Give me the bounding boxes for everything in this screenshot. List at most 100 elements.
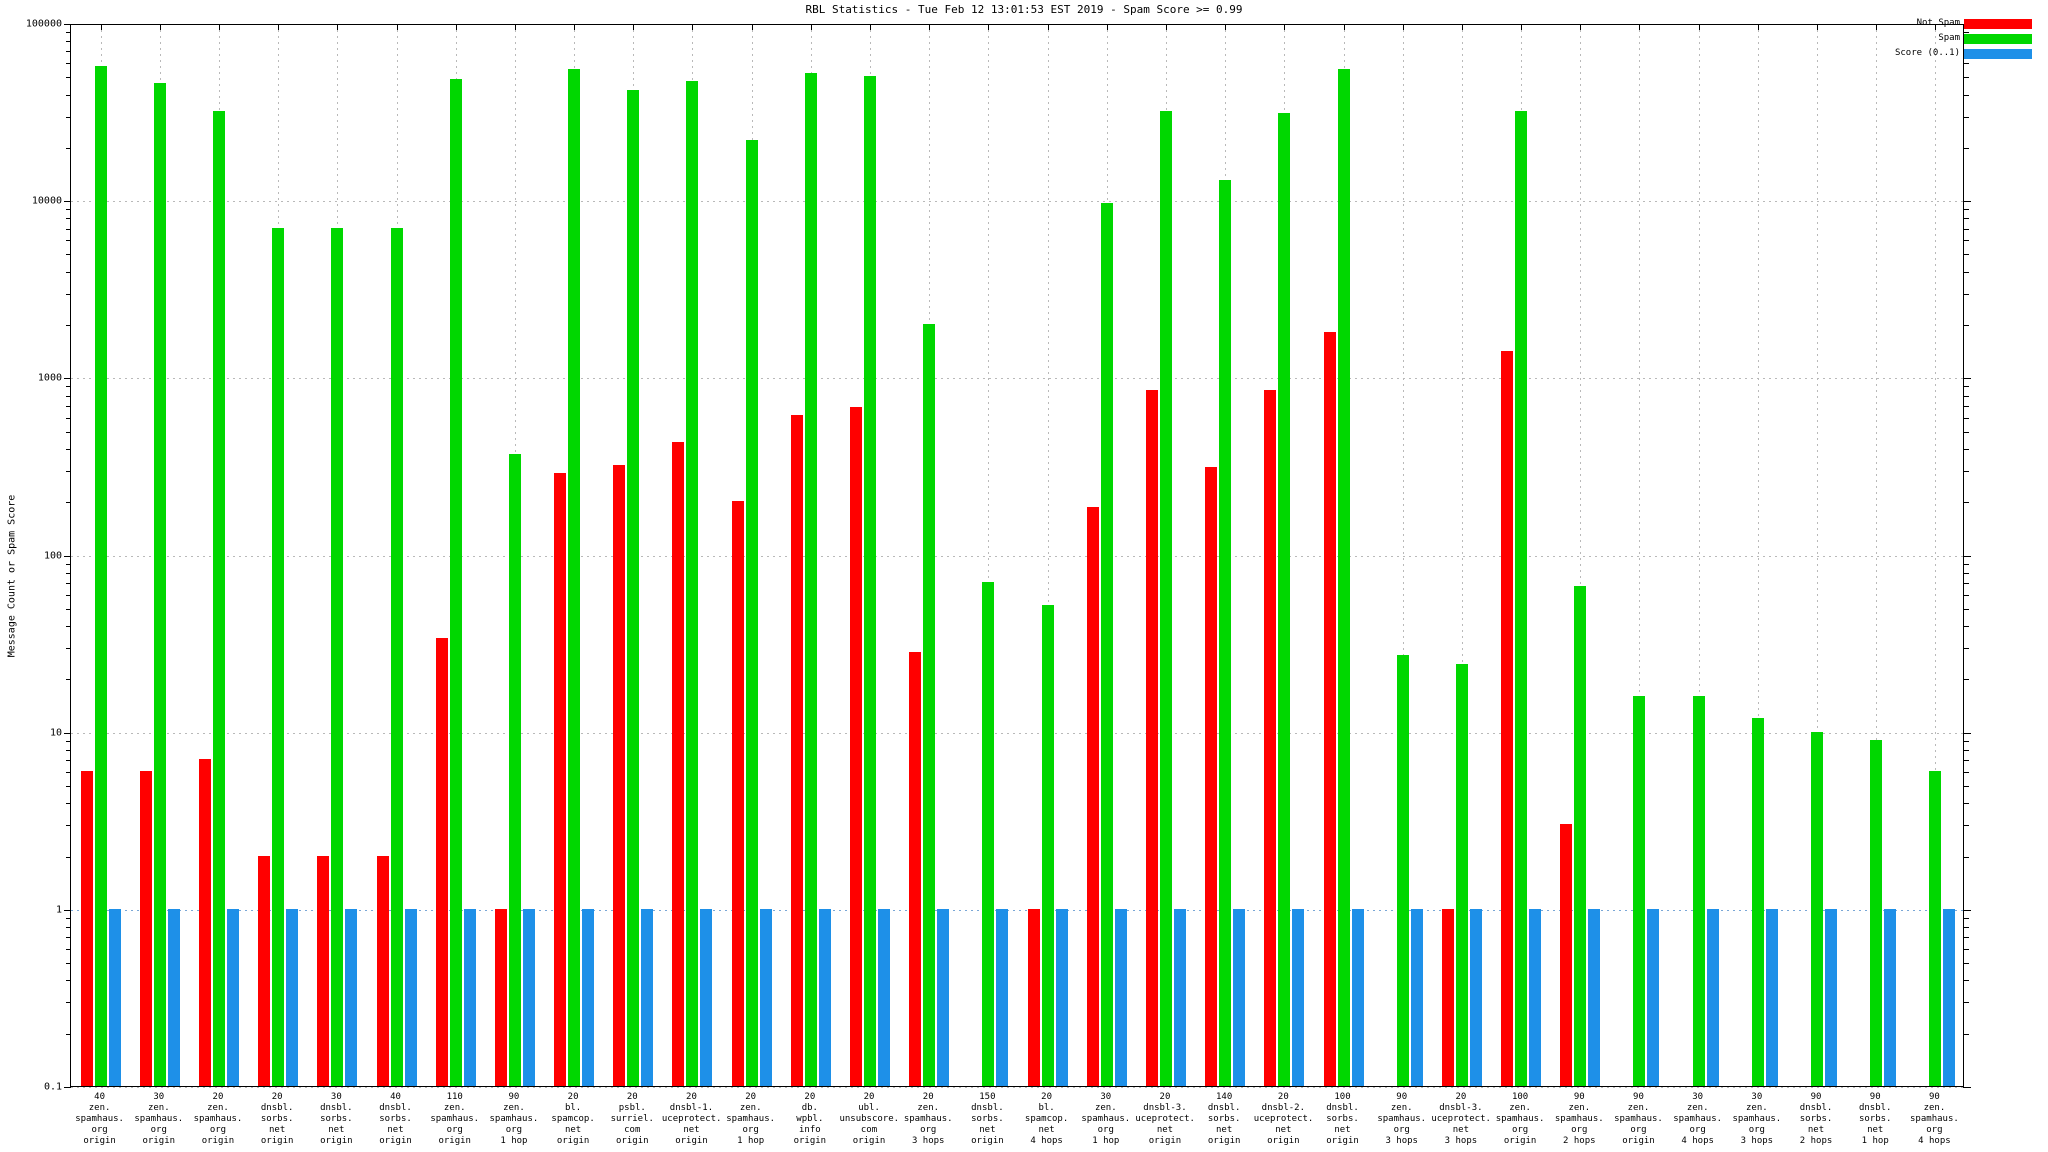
y-axis-tick	[64, 555, 71, 557]
bar-not-spam	[1501, 351, 1514, 1086]
y-axis-minor-tick	[1964, 470, 1969, 472]
y-axis-minor-tick	[1964, 293, 1969, 295]
plot-right-border	[1963, 24, 1964, 1088]
x-axis-tick	[633, 24, 635, 30]
gridline-vertical	[1698, 24, 1700, 1086]
y-axis-minor-tick	[66, 785, 71, 787]
y-axis-minor-tick	[66, 32, 71, 34]
y-axis-minor-tick	[1964, 448, 1969, 450]
x-axis-group-label: 110 zen. spamhaus. org origin	[430, 1092, 480, 1146]
y-axis-minor-tick	[66, 209, 71, 211]
y-axis-tick	[64, 732, 71, 734]
bar-not-spam	[909, 652, 922, 1086]
gridline-vertical	[1757, 24, 1759, 1086]
x-axis-group-label: 20 zen. spamhaus. org 3 hops	[903, 1092, 953, 1146]
y-axis-tick-label: 10000	[31, 195, 62, 207]
bar-spam	[1396, 655, 1409, 1086]
bar-spam	[331, 227, 344, 1086]
bar-score	[1825, 908, 1838, 1086]
bar-spam	[804, 73, 817, 1086]
bar-spam	[1811, 731, 1824, 1086]
y-axis-minor-tick	[1964, 648, 1969, 650]
x-axis-group-label: 40 zen. spamhaus. org origin	[75, 1092, 124, 1146]
y-axis-minor-tick	[66, 803, 71, 805]
bar-not-spam	[1560, 824, 1573, 1086]
x-axis-group-label: 90 zen. spamhaus. org 2 hops	[1554, 1092, 1604, 1146]
gridline	[71, 909, 1964, 911]
bar-not-spam	[376, 855, 389, 1086]
bar-not-spam	[80, 770, 93, 1086]
y-axis-minor-tick	[66, 1033, 71, 1035]
x-axis-tick	[1047, 24, 1049, 30]
y-axis-minor-tick	[1964, 594, 1969, 596]
y-axis-minor-tick	[66, 271, 71, 273]
y-axis-minor-tick	[66, 927, 71, 928]
bar-not-spam	[850, 407, 863, 1086]
bar-score	[522, 908, 535, 1086]
legend-swatch	[1964, 19, 2032, 29]
bar-score	[345, 908, 358, 1086]
y-axis-minor-tick	[66, 1002, 71, 1004]
x-axis-group-label: 30 zen. spamhaus. org 3 hops	[1732, 1092, 1782, 1146]
bar-score	[818, 908, 831, 1086]
bar-spam	[1751, 717, 1764, 1086]
y-axis-minor-tick	[66, 963, 71, 965]
x-axis-group-label: 20 zen. spamhaus. org 1 hop	[726, 1092, 776, 1146]
y-axis-tick	[1964, 1087, 1971, 1088]
y-axis-tick-label: 100000	[25, 18, 62, 30]
x-axis-group-label: 20 zen. spamhaus. org origin	[193, 1092, 243, 1146]
bar-score	[108, 908, 121, 1086]
y-axis-minor-tick	[1964, 502, 1969, 504]
x-axis-tick	[1165, 24, 1167, 30]
y-axis-minor-tick	[1964, 116, 1969, 118]
y-axis-minor-tick	[66, 949, 71, 951]
bar-score	[937, 908, 950, 1086]
bar-score	[1943, 908, 1956, 1086]
x-axis-group-label: 30 dnsbl. sorbs. net origin	[320, 1092, 353, 1146]
x-axis-tick	[574, 24, 576, 30]
gridline-vertical	[1876, 24, 1878, 1086]
bar-spam	[1337, 69, 1350, 1086]
y-axis-minor-tick	[66, 825, 71, 827]
x-axis-tick	[100, 24, 102, 30]
y-axis-minor-tick	[66, 594, 71, 596]
bar-score	[463, 908, 476, 1086]
bar-spam	[982, 581, 995, 1086]
bar-score	[1351, 908, 1364, 1086]
bar-not-spam	[790, 415, 803, 1086]
y-axis-minor-tick	[1964, 608, 1969, 610]
bar-spam	[212, 110, 225, 1086]
bar-not-spam	[731, 501, 744, 1086]
y-axis-minor-tick	[1964, 856, 1969, 858]
y-axis-minor-tick	[66, 147, 71, 149]
gridline-vertical	[988, 24, 990, 1086]
y-axis-minor-tick	[1964, 785, 1969, 787]
bar-not-spam	[435, 637, 448, 1086]
bar-spam	[1870, 739, 1883, 1086]
x-axis-tick	[455, 24, 457, 30]
x-axis-tick	[1106, 24, 1108, 30]
y-axis-minor-tick	[1964, 405, 1969, 407]
x-axis-group-label: 100 dnsbl. sorbs. net origin	[1326, 1092, 1359, 1146]
y-axis-minor-tick	[66, 648, 71, 650]
x-axis-tick	[1876, 24, 1878, 30]
bar-not-spam	[1264, 389, 1277, 1086]
gridline-vertical	[1580, 24, 1582, 1086]
x-axis-group-label: 90 dnsbl. sorbs. net 1 hop	[1858, 1092, 1892, 1146]
x-axis-tick	[1284, 24, 1286, 30]
x-axis-group-label: 90 zen. spamhaus. org origin	[1614, 1092, 1663, 1146]
y-axis-tick	[64, 24, 71, 25]
bar-spam	[686, 81, 699, 1086]
y-axis-minor-tick	[66, 572, 71, 574]
bar-spam	[745, 139, 758, 1086]
bar-spam	[1041, 604, 1054, 1086]
y-axis-minor-tick	[66, 740, 71, 742]
bar-spam	[1159, 110, 1172, 1086]
bar-spam	[923, 324, 936, 1086]
bar-not-spam	[139, 770, 152, 1086]
bar-not-spam	[1145, 389, 1158, 1086]
x-axis-group-label: 140 dnsbl. sorbs. net origin	[1207, 1092, 1241, 1146]
x-axis-group-label: 20 psbl. surriel. com origin	[610, 1092, 654, 1146]
y-axis-minor-tick	[1964, 32, 1969, 34]
